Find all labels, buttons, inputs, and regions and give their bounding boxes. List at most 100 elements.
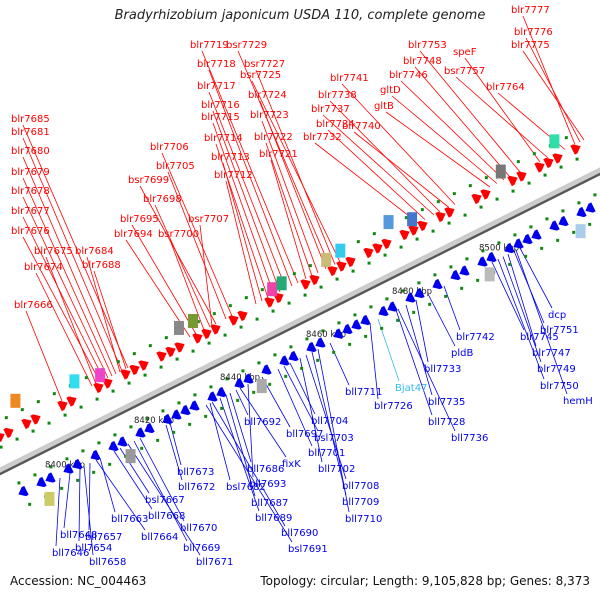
forward-gene-arrow (237, 310, 248, 322)
gene-label: blr7678 (11, 186, 50, 197)
gene-leader-line (329, 342, 350, 386)
gene-label: bll7736 (451, 433, 488, 444)
gene-leader-line (289, 362, 316, 415)
gene-label: bll7648 (60, 530, 97, 541)
tick-dot-outer-top (212, 312, 216, 316)
tick-dot-inner-bottom (385, 297, 389, 301)
forward-gene-arrow (399, 229, 410, 241)
gene-label: bll7686 (247, 464, 284, 475)
reverse-gene-arrow (144, 422, 155, 434)
position-tick-label: 8400 kbp (45, 461, 85, 471)
gene-leader-line (78, 467, 81, 542)
gene-label: bll7657 (85, 532, 122, 543)
gene-label: bll7733 (424, 364, 461, 375)
reverse-gene-arrow (189, 400, 200, 411)
gene-leader-line (22, 137, 123, 372)
tick-dot-inner-bottom (49, 465, 53, 469)
tick-dot-inner-bottom (577, 201, 581, 205)
forward-gene-arrow (174, 342, 185, 353)
gene-leader-line (235, 389, 249, 416)
tick-dot-inner-bottom (337, 321, 341, 325)
gene-label: bll7689 (255, 513, 292, 524)
gene-leader-line (212, 110, 281, 293)
gene-leader-line (305, 354, 347, 480)
gene-label: blr7676 (11, 226, 50, 237)
gene-leader-line (225, 394, 256, 497)
gene-label: bsl7682 (226, 482, 266, 493)
gene-leader-line (515, 249, 568, 395)
tick-dot-outer-top (36, 400, 40, 404)
gene-leader-line (314, 142, 419, 224)
reverse-gene-arrow (243, 373, 254, 384)
tick-dot-outer-top (148, 344, 152, 348)
tick-dot-inner-bottom (497, 241, 501, 245)
gene-label: bll7701 (308, 448, 345, 459)
gene-label: blr7737 (311, 104, 350, 115)
tick-dot-inner-bottom (33, 473, 37, 477)
tick-dot-outer-bottom (444, 294, 448, 298)
gene-leader-line (277, 368, 313, 447)
forward-gene-arrow (21, 418, 32, 430)
gene-leader-line (211, 401, 286, 527)
tick-dot-inner-top (415, 237, 419, 241)
forward-gene-arrow (372, 243, 383, 254)
reverse-gene-arrow (477, 256, 488, 267)
gene-label: blr7695 (120, 214, 159, 225)
tick-dot-inner-top (191, 349, 195, 353)
tick-dot-outer-bottom (76, 478, 80, 482)
tick-dot-outer-bottom (156, 438, 160, 442)
tick-dot-outer-bottom (412, 310, 416, 314)
gene-label: blr7732 (303, 132, 342, 143)
gene-leader-line (251, 80, 341, 263)
tick-dot-inner-top (207, 341, 211, 345)
gene-label: blr7777 (511, 5, 550, 16)
tick-dot-inner-top (319, 285, 323, 289)
forward-gene-arrow (93, 382, 104, 394)
gene-leader-line (161, 152, 233, 317)
gene-leader-line (95, 459, 146, 531)
tick-dot-inner-top (303, 293, 307, 297)
gene-leader-line (519, 247, 553, 309)
forward-gene-arrow (129, 364, 140, 376)
gene-label: blr7714 (204, 133, 243, 144)
gene-label: blr7685 (11, 114, 50, 125)
tick-dot-outer-top (532, 152, 536, 156)
gene-leader-line (25, 310, 63, 402)
tick-dot-outer-top (564, 136, 568, 140)
reverse-gene-arrow (504, 242, 515, 254)
tick-dot-inner-top (527, 181, 531, 185)
gene-label: blr7775 (511, 40, 550, 51)
gene-leader-line (127, 443, 201, 556)
gene-leader-line (99, 457, 116, 513)
reverse-gene-arrow (360, 314, 371, 326)
gene-leader-line (125, 239, 191, 338)
forward-gene-arrow (66, 396, 77, 407)
leader-lines (22, 15, 585, 556)
gene-label: blr7753 (408, 40, 447, 51)
tick-dot-outer-bottom (380, 326, 384, 330)
gene-label: bsl7691 (288, 544, 328, 555)
tick-dot-inner-top (95, 397, 99, 401)
tick-dot-inner-bottom (561, 209, 565, 213)
gene-label: bsr7725 (240, 70, 281, 81)
tick-dot-inner-bottom (145, 417, 149, 421)
gene-label: bll7728 (428, 417, 465, 428)
gene-label: bll7704 (311, 416, 348, 427)
tick-dot-inner-bottom (241, 369, 245, 373)
reverse-gene-arrow (36, 476, 47, 488)
reverse-gene-arrow (522, 233, 533, 245)
gene-label: bll7687 (251, 498, 288, 509)
tick-dot-inner-bottom (113, 433, 117, 437)
accession-text: Accession: NC_004463 (10, 574, 147, 588)
gene-label: hemH (563, 396, 593, 407)
tick-dot-inner-bottom (257, 361, 261, 365)
tick-dot-inner-top (79, 405, 83, 409)
feature-block (383, 215, 394, 230)
forward-gene-arrow (570, 144, 581, 155)
gene-label: blr7740 (342, 121, 381, 132)
tick-dot-outer-top (452, 192, 456, 196)
reverse-gene-arrow (261, 364, 272, 375)
reverse-gene-arrow (342, 323, 353, 335)
gene-leader-line (283, 365, 319, 432)
tick-dot-outer-bottom (236, 398, 240, 402)
